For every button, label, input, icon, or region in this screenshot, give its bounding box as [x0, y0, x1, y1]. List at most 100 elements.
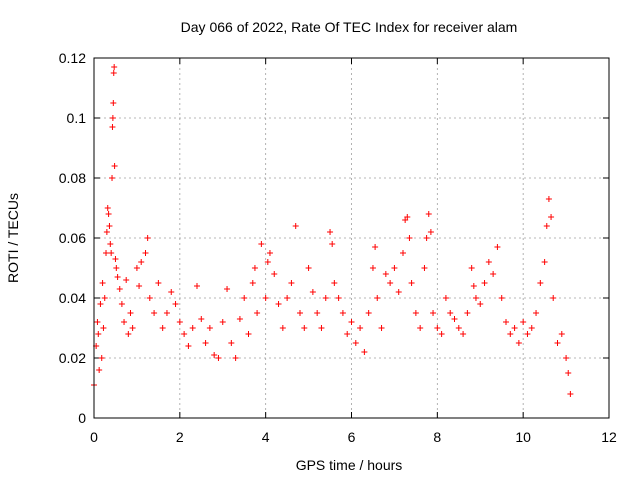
data-point	[224, 286, 231, 292]
data-point	[228, 340, 235, 346]
data-point	[241, 295, 248, 301]
data-point	[94, 319, 101, 325]
data-point	[125, 331, 132, 337]
x-axis-label: GPS time / hours	[296, 457, 403, 473]
data-point	[108, 250, 115, 256]
y-tick-label: 0.04	[59, 290, 86, 306]
y-tick-label: 0	[78, 410, 86, 426]
data-point	[109, 175, 116, 181]
data-point	[110, 100, 117, 106]
data-point	[430, 310, 437, 316]
data-point	[442, 295, 449, 301]
data-point	[185, 343, 192, 349]
data-point	[406, 235, 413, 241]
data-point	[382, 271, 389, 277]
data-point	[498, 295, 505, 301]
data-point	[550, 295, 557, 301]
data-point	[408, 280, 415, 286]
data-point	[533, 310, 540, 316]
data-point	[219, 319, 226, 325]
data-point	[391, 265, 398, 271]
data-point	[275, 301, 282, 307]
data-point	[481, 280, 488, 286]
data-point	[116, 286, 123, 292]
y-tick-label: 0.08	[59, 170, 86, 186]
data-point	[545, 196, 552, 202]
data-point	[524, 331, 531, 337]
data-point	[468, 265, 475, 271]
data-point	[138, 259, 145, 265]
data-point	[472, 295, 479, 301]
data-point	[251, 265, 258, 271]
data-point	[507, 331, 514, 337]
data-point	[412, 310, 419, 316]
data-point	[249, 280, 256, 286]
data-point	[109, 115, 116, 121]
data-point	[558, 331, 565, 337]
data-point	[400, 250, 406, 256]
data-point	[485, 259, 492, 265]
data-point	[105, 211, 112, 217]
data-point	[232, 355, 239, 361]
x-tick-label: 6	[348, 429, 356, 445]
grid-lines	[94, 58, 609, 418]
data-point	[97, 301, 104, 307]
data-point	[477, 301, 484, 307]
data-point	[297, 310, 303, 316]
data-point	[202, 340, 209, 346]
y-axis-label: ROTI / TECUs	[5, 193, 21, 283]
data-point	[104, 205, 111, 211]
data-point	[129, 325, 136, 331]
data-point	[511, 325, 518, 331]
data-point	[387, 280, 394, 286]
data-point	[103, 229, 110, 235]
data-point	[563, 355, 570, 361]
data-point	[168, 289, 175, 295]
data-point	[460, 331, 467, 337]
data-point	[314, 310, 321, 316]
x-tick-label: 8	[433, 429, 441, 445]
data-point	[96, 367, 103, 373]
data-point	[215, 355, 222, 361]
data-point	[155, 280, 162, 286]
data-point	[372, 244, 379, 250]
data-point	[112, 256, 119, 262]
data-point	[106, 223, 113, 229]
data-point	[118, 301, 125, 307]
data-point	[395, 289, 402, 295]
data-point	[451, 316, 458, 322]
data-point	[146, 295, 153, 301]
data-point	[417, 325, 424, 331]
data-point	[111, 163, 118, 169]
data-point	[279, 325, 286, 331]
data-point	[365, 310, 372, 316]
data-point	[121, 319, 128, 325]
data-point	[423, 235, 430, 241]
data-point	[292, 223, 299, 229]
x-tick-label: 12	[601, 429, 617, 445]
data-point	[111, 64, 118, 70]
data-point	[181, 331, 188, 337]
data-point	[98, 355, 105, 361]
data-point	[352, 340, 359, 346]
data-point	[258, 241, 265, 247]
data-point	[198, 316, 205, 322]
data-point	[339, 310, 346, 316]
data-point	[245, 331, 252, 337]
data-point	[335, 295, 342, 301]
data-point	[109, 124, 116, 130]
data-point	[172, 301, 179, 307]
data-point	[357, 325, 364, 331]
data-point	[541, 259, 548, 265]
data-point	[271, 271, 278, 277]
data-point	[567, 391, 574, 397]
data-point	[99, 280, 106, 286]
y-tick-label: 0.12	[59, 50, 86, 66]
data-point	[176, 319, 183, 325]
data-point	[133, 265, 140, 271]
data-point	[309, 289, 316, 295]
data-point	[305, 265, 312, 271]
data-point	[318, 325, 325, 331]
data-point	[344, 331, 351, 337]
